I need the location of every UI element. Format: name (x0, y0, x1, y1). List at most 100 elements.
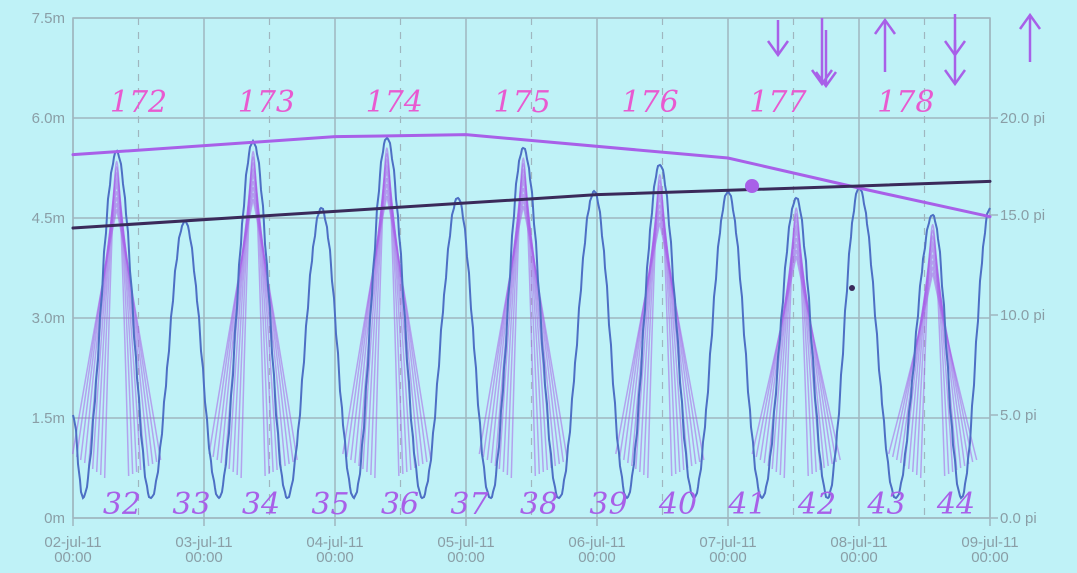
scribble-stroke (759, 243, 833, 465)
scribble-stroke (91, 176, 142, 471)
scribble-stroke (751, 255, 841, 461)
bottom-annotation: 33 (172, 487, 210, 522)
x-tick-time: 00:00 (316, 549, 354, 566)
x-tick-time: 00:00 (578, 549, 616, 566)
scribble-stroke (208, 199, 298, 461)
scribble-stroke (771, 223, 821, 471)
scribble-stroke (216, 187, 290, 465)
x-tick-time: 00:00 (709, 549, 747, 566)
scribble-stroke (99, 165, 134, 476)
scribble-stroke (212, 193, 294, 463)
scribble-stroke (919, 223, 946, 479)
bottom-annotation: 42 (797, 487, 836, 522)
left-tick-label: 6.0m (32, 110, 65, 127)
scribble-stroke (915, 229, 950, 476)
scribble-stroke (615, 222, 705, 461)
left-tick-label: 1.5m (32, 410, 65, 427)
left-tick-label: 3.0m (32, 310, 65, 327)
x-axis: 02-jul-1100:0003-jul-1100:0004-jul-1100:… (44, 518, 1019, 566)
scribble-stroke (79, 197, 154, 465)
scribble-stroke (83, 191, 150, 467)
scribble-stroke (350, 183, 424, 465)
right-tick-label: 0.0 pi (1000, 510, 1037, 527)
x-tick-time: 00:00 (447, 549, 485, 566)
x-tick-date: 07-jul-11 (699, 534, 756, 551)
top-annotation: 174 (366, 85, 423, 120)
hand-drawn-dark-curve (71, 179, 992, 230)
scribble-stroke (887, 272, 978, 461)
scribble-stroke (236, 155, 270, 476)
scribble-stroke (775, 217, 817, 473)
scribble-stroke (362, 163, 412, 471)
top-annotation: 176 (621, 85, 678, 120)
bottom-annotation: 41 (727, 487, 766, 522)
scribble-stroke (643, 179, 677, 476)
top-annotation: 177 (749, 85, 807, 120)
scribble-stroke (103, 160, 130, 479)
bottom-annotation: 43 (866, 487, 905, 522)
scribble-stroke (899, 254, 966, 467)
left-tick-label: 0m (44, 510, 65, 527)
x-tick-time: 00:00 (971, 549, 1009, 566)
scribble-stroke (346, 189, 428, 463)
scribble-stroke (647, 173, 673, 479)
x-tick-date: 06-jul-11 (568, 534, 625, 551)
up-arrow-2-head (1018, 12, 1042, 30)
scribble-stroke (486, 193, 561, 465)
bottom-annotation: 38 (520, 487, 558, 522)
scribble-stroke (71, 209, 162, 461)
scribble-stroke (228, 166, 278, 471)
left-tick-label: 7.5m (32, 10, 65, 27)
scribble-stroke (478, 205, 569, 461)
double-arrow-2-down-head (943, 69, 967, 87)
scribble-stroke (755, 249, 837, 463)
scribble-stroke (903, 245, 962, 469)
x-tick-date: 02-jul-11 (44, 534, 101, 551)
bottom-annotation: 40 (658, 487, 697, 522)
right-tick-label: 15.0 pi (1000, 207, 1045, 224)
x-tick-date: 08-jul-11 (830, 534, 887, 551)
scribble-stroke (619, 216, 701, 463)
top-annotation: 175 (494, 85, 551, 120)
tide-series-line (72, 136, 991, 500)
right-axis: 0.0 pi 5.0 pi 10.0 pi 15.0 pi 20.0 pi (990, 110, 1045, 527)
left-axis: 0m 1.5m 3.0m 4.5m 6.0m 7.5m (32, 10, 65, 527)
scribble-stroke (366, 157, 408, 473)
bottom-annotation: 44 (936, 487, 975, 522)
scribble-stroke (506, 162, 541, 476)
right-tick-label: 20.0 pi (1000, 110, 1045, 127)
x-tick-date: 09-jul-11 (961, 534, 1018, 551)
top-annotation: 172 (110, 85, 167, 120)
bottom-annotation: 32 (103, 487, 141, 522)
x-tick-time: 00:00 (54, 549, 92, 566)
bottom-annotations: 32 33 34 35 36 37 38 39 40 41 42 43 44 (103, 487, 975, 522)
x-tick-time: 00:00 (185, 549, 223, 566)
scribble-stroke (75, 203, 158, 463)
scribble-stroke (783, 207, 809, 479)
scribble-stroke (95, 171, 138, 473)
hand-drawn-purple-curve (71, 133, 992, 219)
x-tick-date: 05-jul-11 (437, 534, 494, 551)
double-arrow-down-head (814, 71, 838, 89)
hand-drawn-arrows (745, 12, 1042, 291)
scribble-stroke (502, 167, 545, 473)
scribble-stroke (374, 147, 400, 479)
scribble-stroke (498, 173, 549, 471)
bottom-annotation: 34 (242, 487, 280, 522)
scribble-stroke (895, 260, 970, 465)
x-tick-date: 04-jul-11 (306, 534, 363, 551)
top-annotation: 178 (877, 85, 934, 120)
right-tick-label: 5.0 pi (1000, 407, 1037, 424)
scribble-stroke (240, 150, 266, 479)
down-arrow-1-head (766, 40, 790, 58)
scribble-stroke (891, 266, 974, 463)
right-tick-label: 10.0 pi (1000, 307, 1045, 324)
scribble-stroke (779, 212, 813, 476)
left-tick-label: 4.5m (32, 210, 65, 227)
ink-dot (849, 285, 855, 291)
scribble-stroke (232, 161, 274, 473)
intersection-dot (745, 179, 759, 193)
bottom-annotation: 37 (450, 487, 489, 522)
up-arrow-1-head (873, 17, 897, 35)
